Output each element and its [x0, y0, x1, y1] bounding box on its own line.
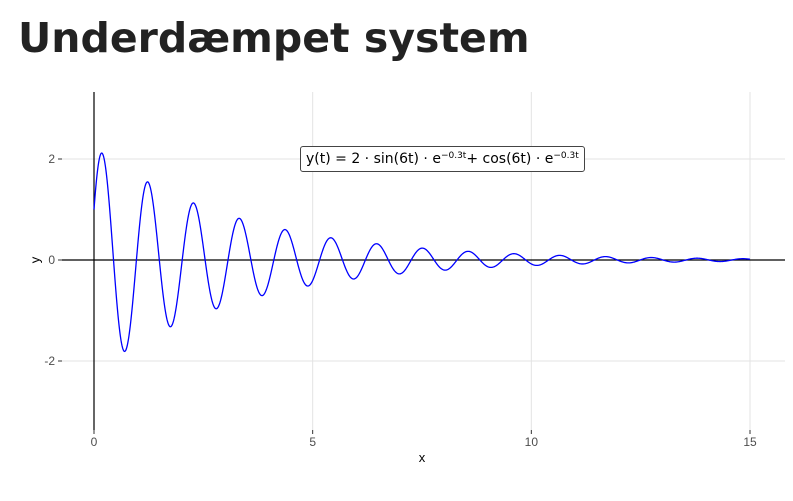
y-axis-title: y [27, 256, 42, 263]
x-tick-label: 5 [309, 435, 316, 449]
y-tick-label: -2 [44, 354, 55, 368]
x-tick-label: 0 [91, 435, 98, 449]
formula-annotation: y(t) = 2 · sin(6t) · e −0.3t + cos(6t) · … [300, 146, 585, 172]
y-tick-label: 0 [48, 253, 55, 267]
tick-labels: -2 0 2 0 5 10 15 [44, 152, 757, 449]
x-tick-label: 15 [743, 435, 757, 449]
series-line [93, 152, 751, 353]
formula-lhs: y(t) = 2 · sin(6t) · e [306, 151, 441, 167]
page-title: Underdæmpet system [18, 14, 530, 62]
x-axis-title: x [419, 450, 426, 465]
grid-lines [62, 92, 785, 430]
formula-exponent-1: −0.3t [440, 151, 467, 161]
x-tick-label: 10 [525, 435, 539, 449]
y-tick-label: 2 [48, 152, 55, 166]
formula-exponent-2: −0.3t [553, 151, 579, 161]
formula-mid: + cos(6t) · e [466, 151, 554, 167]
axes [62, 92, 785, 430]
